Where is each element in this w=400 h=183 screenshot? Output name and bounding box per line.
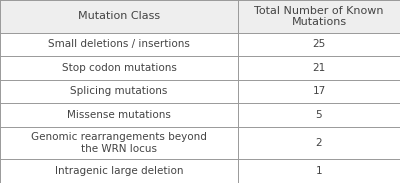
Text: 5: 5 [316,110,322,120]
Text: 1: 1 [316,166,322,176]
Text: 2: 2 [316,138,322,148]
Text: 25: 25 [312,40,326,49]
Text: 21: 21 [312,63,326,73]
Text: 17: 17 [312,87,326,96]
Text: Splicing mutations: Splicing mutations [70,87,168,96]
Text: Total Number of Known
Mutations: Total Number of Known Mutations [254,5,384,27]
Text: Stop codon mutations: Stop codon mutations [62,63,176,73]
Text: Mutation Class: Mutation Class [78,11,160,21]
Text: Genomic rearrangements beyond
the WRN locus: Genomic rearrangements beyond the WRN lo… [31,132,207,154]
Bar [0,0,400,33]
Text: Intragenic large deletion: Intragenic large deletion [55,166,183,176]
Text: Missense mutations: Missense mutations [67,110,171,120]
Text: Small deletions / insertions: Small deletions / insertions [48,40,190,49]
